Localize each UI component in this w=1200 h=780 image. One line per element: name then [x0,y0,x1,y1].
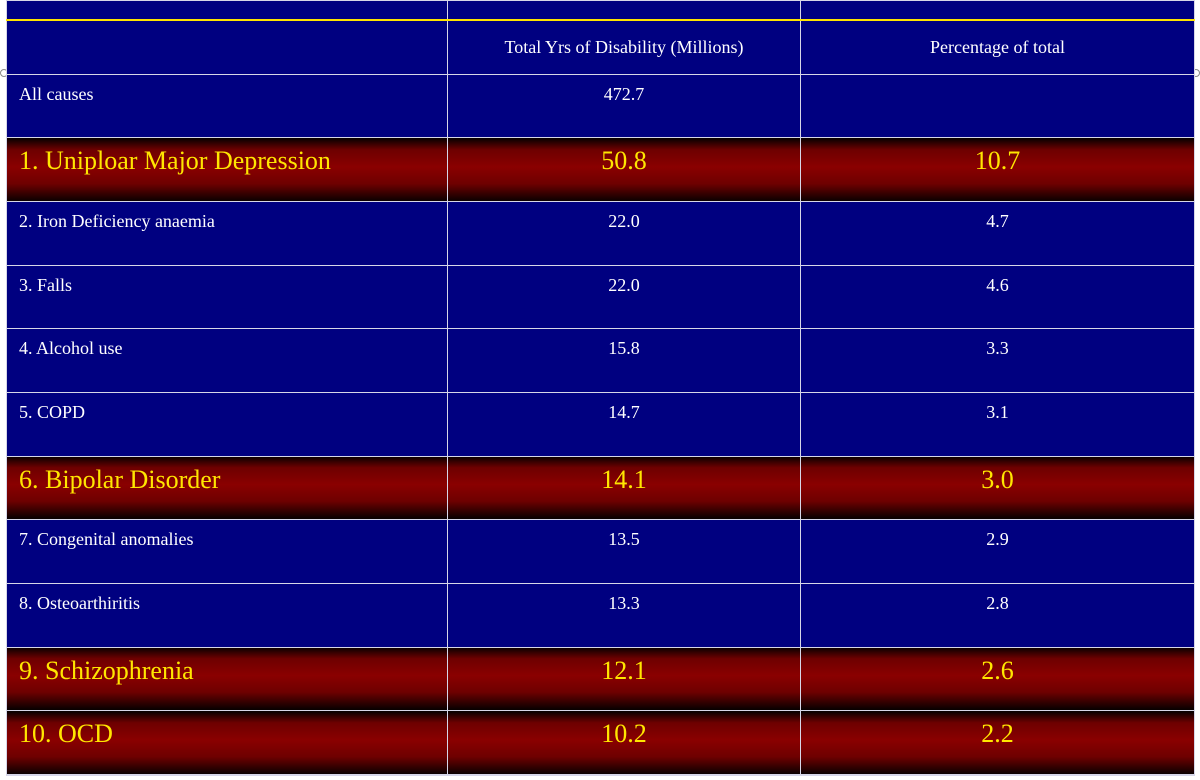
table-row: 8. Osteoarthiritis 13.3 2.8 [6,583,1195,648]
table-row: 3. Falls 22.0 4.6 [6,264,1195,330]
table-row: 2. Iron Deficiency anaemia 22.0 4.7 [6,201,1195,266]
cause-cell: 7. Congenital anomalies [6,519,448,584]
percent-value: 10.7 [974,146,1021,176]
table-top-spacer [6,0,1195,22]
percent-cell: 3.0 [800,455,1195,521]
table-row: 5. COPD 14.7 3.1 [6,392,1195,457]
table-row-highlighted: 10. OCD 10.2 2.2 [6,710,1195,777]
years-value: 14.1 [601,464,647,494]
percent-value [802,75,1194,84]
years-cell: 50.8 [447,137,801,203]
spacer-cell [447,0,801,22]
cause-cell: All causes [6,73,448,139]
percent-cell: 2.9 [800,519,1195,584]
percent-value: 2.6 [981,655,1014,685]
years-cell: 22.0 [447,264,801,330]
table-header-row: Total Yrs of Disability (Millions) Perce… [6,19,1195,75]
cause-text: All causes [19,83,94,104]
years-cell: 13.5 [447,519,801,584]
years-value: 10.2 [601,719,647,749]
years-cell: 15.8 [447,328,801,394]
cause-cell: 8. Osteoarthiritis [6,583,448,648]
spacer-cell [800,0,1195,22]
percent-value: 2.2 [981,719,1014,749]
cause-text: 6. Bipolar Disorder [19,464,221,494]
years-cell: 12.1 [447,646,801,712]
years-cell: 472.7 [447,73,801,139]
percent-cell [800,73,1195,139]
cause-text: 2. Iron Deficiency anaemia [19,211,215,232]
percent-cell: 3.3 [800,328,1195,394]
cause-text: 4. Alcohol use [19,338,123,359]
header-percentage: Percentage of total [800,19,1195,75]
percent-value: 4.6 [986,274,1009,295]
header-cause [6,19,448,75]
cause-cell: 3. Falls [6,264,448,330]
percent-cell: 2.2 [800,710,1195,777]
percent-value: 2.9 [986,529,1009,550]
years-value: 22.0 [608,274,640,295]
cause-text: 8. Osteoarthiritis [19,593,140,613]
cause-cell: 5. COPD [6,392,448,457]
header-total-years: Total Yrs of Disability (Millions) [447,19,801,75]
table-row-highlighted: 1. Uniploar Major Depression 50.8 10.7 [6,137,1195,203]
spacer-cell [6,0,448,22]
years-cell: 22.0 [447,201,801,266]
cause-cell: 6. Bipolar Disorder [6,455,448,521]
percent-value: 2.8 [986,593,1009,613]
table-row: All causes 472.7 [6,73,1195,139]
percent-cell: 2.6 [800,646,1195,712]
cause-text: 10. OCD [19,719,113,749]
percent-cell: 3.1 [800,392,1195,457]
percent-value: 4.7 [986,211,1009,232]
cause-cell: 4. Alcohol use [6,328,448,394]
years-cell: 14.7 [447,392,801,457]
years-value: 14.7 [608,402,640,423]
disability-table: Total Yrs of Disability (Millions) Perce… [6,0,1195,777]
cause-text: 1. Uniploar Major Depression [19,146,331,176]
years-value: 22.0 [608,211,640,232]
percent-value: 3.3 [986,338,1009,359]
cause-cell: 2. Iron Deficiency anaemia [6,201,448,266]
cause-cell: 9. Schizophrenia [6,646,448,712]
percent-value: 3.0 [981,464,1014,494]
percent-cell: 4.6 [800,264,1195,330]
years-cell: 14.1 [447,455,801,521]
cause-text: 5. COPD [19,402,86,423]
years-value: 13.5 [608,529,640,550]
table-row: 4. Alcohol use 15.8 3.3 [6,328,1195,394]
years-value: 472.7 [603,83,645,104]
table-row-highlighted: 6. Bipolar Disorder 14.1 3.0 [6,455,1195,521]
cause-text: 9. Schizophrenia [19,655,194,685]
table-row-highlighted: 9. Schizophrenia 12.1 2.6 [6,646,1195,712]
percent-cell: 10.7 [800,137,1195,203]
years-cell: 13.3 [447,583,801,648]
percent-cell: 4.7 [800,201,1195,266]
years-cell: 10.2 [447,710,801,777]
percent-value: 3.1 [986,402,1009,423]
percent-cell: 2.8 [800,583,1195,648]
cause-text: 7. Congenital anomalies [19,529,194,550]
cause-cell: 1. Uniploar Major Depression [6,137,448,203]
cause-cell: 10. OCD [6,710,448,777]
years-value: 15.8 [608,338,640,359]
years-value: 13.3 [608,593,640,613]
years-value: 50.8 [601,146,647,176]
cause-text: 3. Falls [19,274,73,295]
years-value: 12.1 [601,655,647,685]
table-row: 7. Congenital anomalies 13.5 2.9 [6,519,1195,584]
